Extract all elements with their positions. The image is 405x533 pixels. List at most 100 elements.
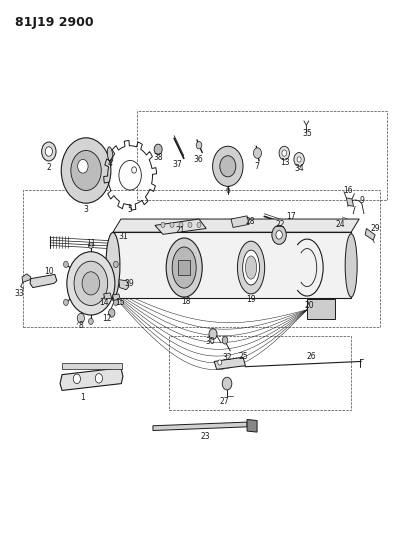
- Circle shape: [170, 222, 173, 228]
- Text: 1: 1: [80, 393, 85, 402]
- Ellipse shape: [237, 241, 264, 294]
- Circle shape: [222, 377, 231, 390]
- Polygon shape: [246, 419, 256, 432]
- Bar: [23, 190, 379, 327]
- Text: 13: 13: [280, 158, 290, 167]
- Text: 4: 4: [107, 159, 112, 167]
- Text: 6: 6: [225, 185, 230, 195]
- Circle shape: [271, 225, 286, 244]
- Circle shape: [209, 329, 217, 340]
- Circle shape: [77, 313, 84, 323]
- Polygon shape: [230, 216, 248, 228]
- Text: 29: 29: [369, 224, 379, 233]
- Polygon shape: [214, 357, 245, 369]
- Ellipse shape: [245, 256, 256, 279]
- Text: 11: 11: [86, 239, 96, 248]
- Text: 2: 2: [46, 163, 51, 172]
- Circle shape: [77, 159, 88, 173]
- Circle shape: [42, 142, 56, 161]
- Text: 12: 12: [102, 314, 111, 323]
- Circle shape: [88, 318, 93, 325]
- Circle shape: [71, 150, 101, 191]
- Text: 18: 18: [181, 297, 190, 306]
- Ellipse shape: [106, 232, 119, 298]
- Circle shape: [119, 160, 141, 190]
- Text: 25: 25: [238, 352, 247, 361]
- Polygon shape: [112, 294, 120, 300]
- Text: 14: 14: [99, 298, 109, 307]
- Bar: [62, 363, 122, 369]
- Circle shape: [131, 167, 136, 173]
- Bar: [306, 299, 334, 319]
- Text: 23: 23: [200, 432, 209, 441]
- Text: 24: 24: [335, 220, 344, 229]
- Text: 28: 28: [245, 216, 254, 225]
- Text: 27: 27: [218, 397, 228, 406]
- Text: 32: 32: [222, 353, 231, 362]
- Text: 39: 39: [124, 279, 134, 288]
- Circle shape: [67, 252, 115, 315]
- Polygon shape: [345, 198, 353, 206]
- Polygon shape: [22, 274, 31, 282]
- Polygon shape: [113, 232, 350, 298]
- Circle shape: [219, 156, 235, 177]
- Polygon shape: [364, 229, 374, 240]
- Circle shape: [88, 242, 93, 248]
- Circle shape: [73, 374, 80, 384]
- Text: 7: 7: [254, 162, 259, 171]
- Circle shape: [108, 309, 115, 317]
- Circle shape: [196, 141, 201, 149]
- Text: 21: 21: [175, 226, 185, 235]
- Text: 9: 9: [359, 196, 364, 205]
- Circle shape: [296, 157, 301, 162]
- Polygon shape: [30, 274, 57, 288]
- Text: 20: 20: [304, 301, 313, 310]
- Circle shape: [160, 222, 164, 228]
- Text: 34: 34: [294, 164, 303, 173]
- Ellipse shape: [107, 147, 113, 163]
- Circle shape: [281, 150, 286, 156]
- Text: 3: 3: [83, 205, 88, 214]
- Circle shape: [82, 272, 100, 295]
- Circle shape: [154, 144, 162, 155]
- Circle shape: [74, 261, 107, 305]
- Circle shape: [45, 147, 52, 156]
- Circle shape: [196, 222, 200, 228]
- Polygon shape: [103, 293, 111, 299]
- Bar: [168, 336, 350, 410]
- Text: 22: 22: [275, 220, 284, 229]
- Ellipse shape: [172, 247, 196, 288]
- Circle shape: [278, 146, 289, 160]
- Text: 16: 16: [342, 186, 352, 195]
- Text: 10: 10: [44, 266, 53, 276]
- Circle shape: [217, 360, 221, 365]
- Bar: [178, 260, 190, 276]
- Circle shape: [179, 222, 183, 228]
- Ellipse shape: [242, 250, 259, 285]
- Polygon shape: [119, 280, 129, 290]
- Circle shape: [275, 231, 281, 239]
- Text: 8: 8: [79, 320, 83, 329]
- Circle shape: [63, 261, 68, 268]
- Circle shape: [293, 152, 304, 166]
- Circle shape: [63, 299, 68, 305]
- Circle shape: [95, 374, 102, 383]
- Text: 36: 36: [193, 155, 203, 164]
- Text: 30: 30: [205, 337, 215, 346]
- Circle shape: [113, 261, 118, 268]
- Ellipse shape: [344, 234, 356, 297]
- Text: 35: 35: [301, 129, 311, 138]
- Polygon shape: [113, 219, 358, 232]
- Text: 38: 38: [153, 154, 162, 163]
- Circle shape: [253, 148, 261, 158]
- Text: 17: 17: [286, 213, 295, 221]
- Text: 37: 37: [173, 160, 182, 169]
- Text: 31: 31: [118, 232, 128, 241]
- Circle shape: [61, 138, 111, 203]
- Circle shape: [222, 337, 227, 344]
- Text: 5: 5: [127, 205, 132, 214]
- Ellipse shape: [166, 238, 202, 297]
- Text: 81J19 2900: 81J19 2900: [15, 16, 93, 29]
- Circle shape: [212, 146, 243, 187]
- Polygon shape: [153, 422, 246, 431]
